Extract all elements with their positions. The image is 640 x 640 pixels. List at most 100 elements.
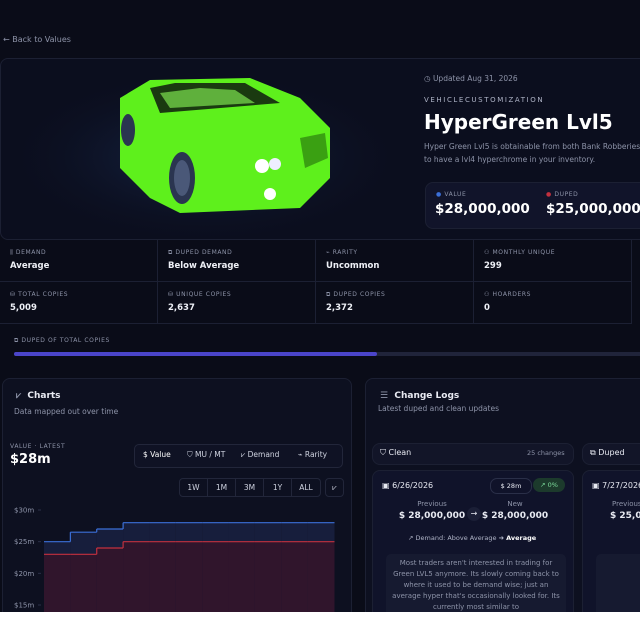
y-tick-label: $20m	[14, 570, 34, 578]
duped-label: ● DUPED	[546, 191, 579, 198]
vehicle-image	[0, 58, 410, 238]
stat-value: 2,637	[168, 303, 195, 313]
log-date-text: 7/27/2026	[602, 481, 640, 490]
stat-label-text: UNIQUE COPIES	[176, 291, 232, 298]
range-button[interactable]: 1W	[180, 479, 208, 496]
stat-label-text: DEMAND	[15, 249, 47, 256]
demand-change: ↗ Demand: Above Average ➜ Average	[408, 534, 537, 542]
chart-tab[interactable]: ⩗ Demand	[241, 450, 280, 459]
demand-new: Average	[506, 534, 537, 542]
area-segment	[149, 541, 176, 612]
changelog-subtitle: Latest duped and clean updates	[378, 404, 499, 413]
item-title: HyperGreen Lvl5	[424, 110, 613, 134]
area-segment	[307, 541, 334, 612]
clean-tab-label[interactable]: ⛉ Clean	[380, 448, 412, 457]
clean-tab-text[interactable]: Clean	[388, 448, 412, 457]
stat-value: 5,009	[10, 303, 37, 313]
charts-subtitle: Data mapped out over time	[14, 407, 119, 416]
area-segment	[175, 541, 203, 612]
back-text[interactable]: Back to Values	[12, 35, 71, 44]
stat-label: ⧉ DUPED DEMAND	[168, 249, 233, 256]
stat-cell	[474, 282, 632, 324]
latest-label: VALUE · LATEST	[10, 443, 66, 450]
stat-value: Uncommon	[326, 261, 380, 271]
stat-value: 2,372	[326, 303, 353, 313]
chart: $15m $20m $25m $30m	[14, 507, 335, 612]
progress-label: ⧉ DUPED OF TOTAL COPIES	[14, 337, 110, 344]
stat-label: ⌁ RARITY	[326, 249, 358, 256]
previous-value: $ 28,000,000	[398, 511, 466, 521]
duped-tab[interactable]	[582, 443, 640, 465]
area-segment	[281, 541, 308, 612]
area-segment	[202, 541, 229, 612]
y-tick-label: $15m	[14, 602, 34, 610]
app: ← Back to Values ◷ Updated Aug 31, 2026 …	[0, 0, 640, 612]
area-segment	[123, 541, 150, 612]
arrow-icon: →	[467, 507, 481, 521]
y-tick-label: $30m	[14, 507, 34, 515]
value-chip: $ 28m	[490, 478, 532, 494]
log-note: Most traders aren't interested in tradin…	[392, 559, 560, 611]
back-link[interactable]: ← Back to Values	[3, 35, 71, 44]
area-segment	[96, 548, 124, 612]
range-button[interactable]: 1Y	[264, 479, 292, 496]
stat-cell	[316, 282, 474, 324]
category: VEHICLECUSTOMIZATION	[424, 96, 545, 104]
stat-label-text: TOTAL COPIES	[18, 291, 69, 298]
stat-cell	[158, 240, 316, 282]
charts-title: Charts	[27, 391, 61, 401]
stat-cell	[316, 240, 474, 282]
stat-cell	[0, 282, 158, 324]
value-amount: $28,000,000	[435, 201, 530, 217]
value-label: ● VALUE	[436, 191, 467, 198]
new-label: New	[507, 500, 523, 508]
change-chip: ↗ 0%	[533, 478, 565, 492]
progress-track	[14, 352, 640, 356]
stat-label: ⧉ DUPED COPIES	[326, 291, 386, 298]
previous-value: $ 25,000,000	[610, 511, 640, 521]
progress-label-text: DUPED OF TOTAL COPIES	[21, 337, 110, 344]
stat-label: ⫼ DEMAND	[10, 249, 47, 256]
demand-old: Demand: Above Average	[415, 534, 497, 542]
chart-tab[interactable]: ⌁ Rarity	[298, 450, 328, 459]
stat-label-text: MONTHLY UNIQUE	[492, 249, 556, 256]
stat-value: Average	[10, 261, 50, 271]
stat-value: 0	[484, 303, 490, 313]
area-segment	[334, 541, 335, 612]
chart-tab[interactable]: $ Value	[143, 450, 171, 459]
charts-header: ⩗ Charts	[16, 391, 61, 401]
range-button[interactable]: 3M	[236, 479, 264, 496]
stat-label: ⛁ TOTAL COPIES	[10, 291, 69, 298]
range-button[interactable]: 1M	[208, 479, 236, 496]
stats-grid: ⫼ DEMAND Average ⧉ DUPED DEMAND Below Avera…	[0, 240, 640, 325]
value-label-text: VALUE	[444, 191, 467, 198]
duped-tab-text[interactable]: Duped	[598, 448, 625, 457]
duped-amount: $25,000,000	[546, 201, 640, 217]
note-box	[386, 554, 566, 612]
duped-label-text: DUPED	[554, 191, 579, 198]
clean-tab[interactable]	[372, 443, 574, 465]
chart-tab-text[interactable]: Value	[150, 450, 171, 459]
area-segment	[228, 541, 255, 612]
range-button[interactable]: ALL	[299, 483, 313, 492]
chart-tab-text[interactable]: MU / MT	[195, 450, 226, 459]
chart-tab-text[interactable]: Rarity	[304, 450, 328, 459]
y-tick-label: $25m	[14, 538, 34, 546]
clean-count: 25 changes	[527, 449, 565, 457]
stat-label: ⛁ UNIQUE COPIES	[168, 291, 232, 298]
changelog-header: ☰ Change Logs	[380, 391, 460, 401]
stat-label-text: DUPED COPIES	[333, 291, 386, 298]
updated-text: Updated Aug 31, 2026	[432, 74, 518, 83]
chart-tab-text[interactable]: Demand	[247, 450, 280, 459]
chart-tab[interactable]: ⛉ MU / MT	[187, 450, 226, 459]
duped-tab-label[interactable]: ⧉ Duped	[590, 448, 625, 457]
stat-value: Below Average	[168, 261, 240, 271]
new-value: $ 28,000,000	[481, 511, 549, 521]
chart-type-button[interactable]: ⩗	[325, 478, 344, 497]
area-segment	[254, 541, 282, 612]
description-line: Hyper Green Lvl5 is obtainable from both…	[424, 142, 640, 151]
log-date: ▣ 7/27/2026	[592, 481, 640, 490]
stat-label-text: DUPED DEMAND	[175, 249, 233, 256]
stat-label-text: RARITY	[332, 249, 358, 256]
